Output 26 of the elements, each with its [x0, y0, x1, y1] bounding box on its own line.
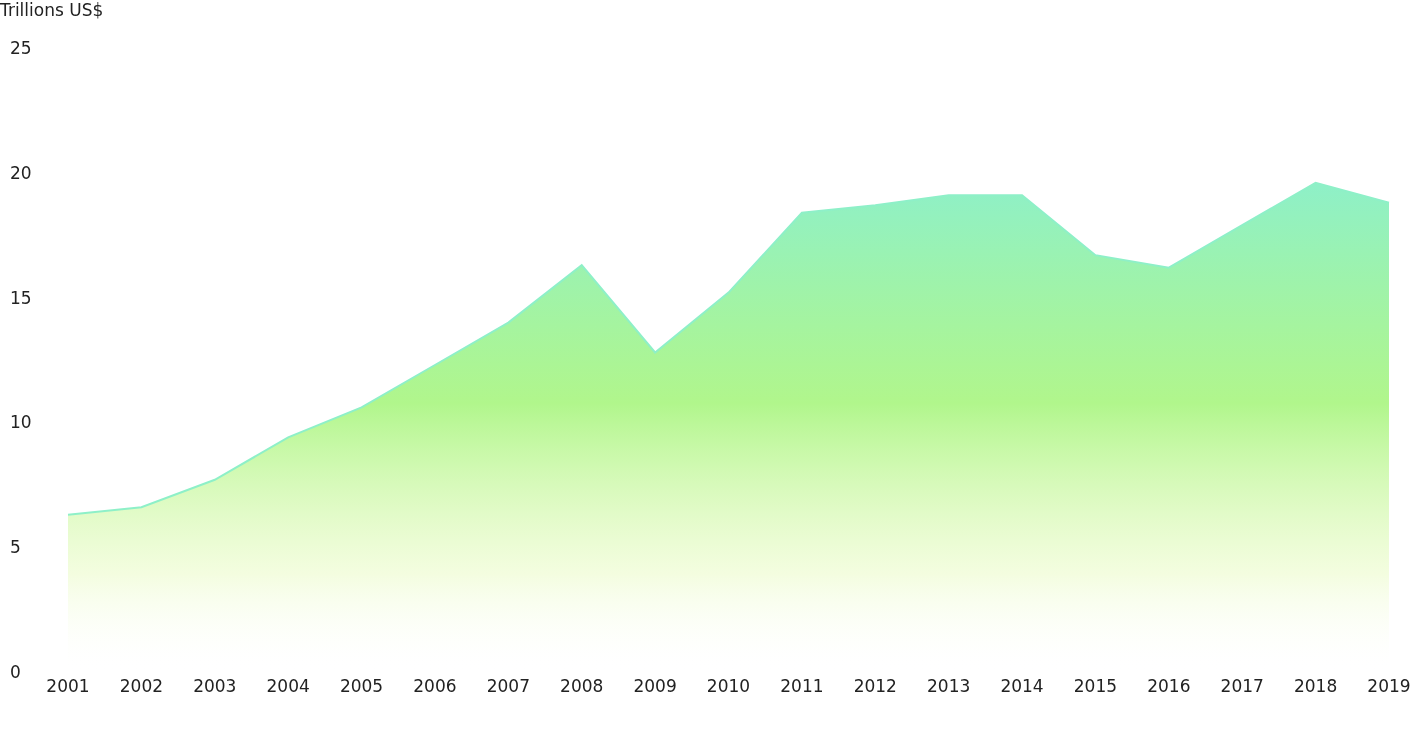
x-tick-label: 2015 [1073, 676, 1118, 697]
x-tick-label: 2007 [486, 676, 530, 697]
y-tick-label: 0 [10, 662, 21, 683]
x-tick-label: 2009 [633, 676, 677, 697]
x-tick-label: 2013 [927, 676, 971, 697]
x-tick-label: 2008 [560, 676, 604, 697]
x-tick-label: 2005 [339, 676, 384, 697]
x-tick-label: 2002 [119, 676, 164, 697]
y-tick-label: 5 [10, 537, 21, 558]
x-tick-label: 2006 [413, 676, 457, 697]
x-tick-label: 2018 [1293, 676, 1338, 697]
y-tick-label: 10 [10, 412, 32, 433]
y-axis-title: Trillions US$ [0, 0, 104, 20]
y-tick-label: 15 [10, 287, 32, 308]
x-tick-label: 2019 [1367, 676, 1411, 697]
x-tick-label: 2001 [46, 676, 90, 697]
x-tick-label: 2016 [1147, 676, 1191, 697]
x-tick-label: 2010 [706, 676, 751, 697]
x-tick-label: 2011 [780, 676, 824, 697]
x-tick-label: 2003 [193, 676, 237, 697]
y-tick-label: 20 [10, 162, 32, 183]
x-tick-label: 2004 [266, 676, 310, 697]
x-tick-label: 2012 [853, 676, 897, 697]
y-tick-label: 25 [10, 38, 32, 59]
x-tick-label: 2014 [1000, 676, 1044, 697]
x-tick-label: 2017 [1220, 676, 1264, 697]
